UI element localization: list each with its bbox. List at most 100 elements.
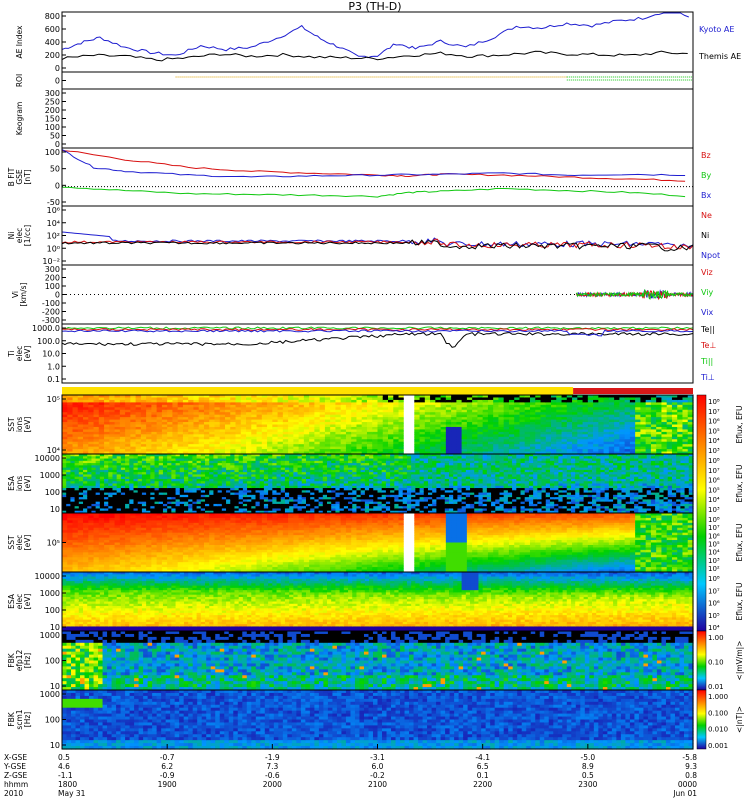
colorbar-tick-label: 10⁷ <box>708 587 720 595</box>
y-axis-label: elec <box>15 228 24 243</box>
colorbar-tick-label: 1.00 <box>708 634 724 642</box>
colorbar-tick-label: 10⁶ <box>708 418 720 426</box>
y-tick-label: 10 <box>50 741 60 750</box>
x-tick-label: 0.1 <box>477 771 489 780</box>
y-tick-label: 250 <box>45 98 60 107</box>
legend-entry: By <box>701 171 711 180</box>
x-axis-row-label: 2010 <box>4 789 23 798</box>
colorbar-tick-label: 10² <box>708 565 720 573</box>
colorbar-label: <|mV/m|> <box>735 641 744 681</box>
y-tick-label: -100 <box>42 299 60 308</box>
colorbar-tick-label: 10⁴ <box>708 496 720 504</box>
y-tick-label: 200 <box>45 106 60 115</box>
x-tick-label: 0.8 <box>685 771 697 780</box>
y-tick-label: 1000.0 <box>32 324 60 333</box>
x-tick-label: 1800 <box>58 780 77 789</box>
y-tick-label: 100.0 <box>37 337 60 346</box>
y-tick-label: 0.1 <box>47 375 60 384</box>
ae-series-line <box>61 50 688 62</box>
mode-bar-yellow <box>62 387 574 395</box>
x-tick-label: -3.1 <box>370 753 385 762</box>
legend-entry: Ni <box>701 231 709 240</box>
x-tick-label: -4.1 <box>475 753 490 762</box>
keogram-frame <box>61 88 694 149</box>
x-tick-label: 2200 <box>473 780 492 789</box>
colorbar-tick-label: 10⁴ <box>708 624 720 632</box>
x-tick-label: 9.3 <box>685 762 697 771</box>
x-tick-label: 2300 <box>578 780 597 789</box>
y-axis-label: [eV] <box>23 476 32 492</box>
density-frame <box>61 205 694 266</box>
y-tick-label: 50 <box>50 165 60 174</box>
colorbar-tick-label: 10³ <box>708 447 720 455</box>
y-tick-label: 10 <box>50 623 60 632</box>
temp-series-line <box>61 329 694 337</box>
x-axis-row-label: Y-GSE <box>3 762 26 771</box>
y-tick-label: 10² <box>47 232 60 241</box>
y-tick-label: 800 <box>45 12 60 21</box>
colorbar-fbk1 <box>696 630 707 691</box>
esa_i-spectrogram <box>62 454 694 514</box>
y-tick-label: 100 <box>45 123 60 132</box>
x-tick-label: 2000 <box>263 780 282 789</box>
colorbar-tick-label: 10⁴ <box>708 549 720 557</box>
y-tick-label: 300 <box>45 265 60 274</box>
y-axis-label: B FIT <box>7 167 16 186</box>
colorbar-label: Eflux, EFU <box>735 465 744 503</box>
sst_e-spectrogram <box>62 513 694 573</box>
y-tick-label: 100 <box>45 282 60 291</box>
colorbar-tick-label: 10³ <box>708 557 720 565</box>
legend-entry: Vix <box>701 308 714 317</box>
x-tick-label: -0.6 <box>265 771 280 780</box>
legend-entry: Viy <box>701 288 714 297</box>
y-axis-label: elec <box>15 346 24 361</box>
b-series-line <box>61 149 686 178</box>
y-tick-label: 10⁴ <box>47 219 60 228</box>
colorbar-tick-label: 0.001 <box>708 742 728 750</box>
x-tick-label: 6.2 <box>161 762 173 771</box>
legend-entry: Te⊥ <box>700 341 716 350</box>
x-tick-label: 6.5 <box>477 762 489 771</box>
x-axis-row-label: hhmm <box>4 780 28 789</box>
x-tick-label: 7.3 <box>266 762 278 771</box>
y-axis-label: [eV] <box>23 535 32 551</box>
y-tick-label: 150 <box>45 115 60 124</box>
b-series-line <box>61 186 686 198</box>
legend-entry: Ne <box>701 211 712 220</box>
colorbar-tick-label: 10⁴ <box>708 437 720 445</box>
y-axis-label: elec <box>15 594 24 609</box>
y-tick-label: 100 <box>45 657 60 666</box>
y-axis-label: ESA <box>7 475 16 491</box>
legend-entry: Ti⊥ <box>700 373 715 382</box>
temperature-frame <box>61 323 694 384</box>
y-axis-label: efp12 <box>15 649 24 671</box>
legend-entry: Bz <box>701 151 711 160</box>
colorbar-tick-label: 10⁶ <box>708 532 720 540</box>
sst_i-spectrogram <box>62 395 694 455</box>
colorbar-tick-label: 10⁵ <box>708 612 720 620</box>
colorbar-tick-label: 10⁵ <box>708 486 720 494</box>
colorbar-tick-label: 10⁷ <box>708 408 720 416</box>
y-tick-label: 1000 <box>40 589 60 598</box>
y-axis-label: [Hz] <box>23 653 32 669</box>
x-tick-label: -1.1 <box>58 771 73 780</box>
x-tick-label: 0000 <box>678 780 697 789</box>
y-tick-label: 100 <box>45 716 60 725</box>
colorbar-tick-label: 10³ <box>708 506 720 514</box>
colorbar-tick-label: 10⁵ <box>708 541 720 549</box>
y-axis-label: [km/s] <box>19 282 28 306</box>
colorbar-tick-label: 10⁷ <box>708 467 720 475</box>
y-axis-label: [nT] <box>23 169 32 184</box>
y-axis-label: AE Index <box>15 25 24 58</box>
fbk1-spectrogram <box>62 631 694 691</box>
y-axis-label: SST <box>7 417 16 432</box>
colorbar-tick-label: 0.10 <box>708 659 724 667</box>
y-tick-label: 10⁰ <box>47 244 60 253</box>
colorbar-label: <|nT|> <box>735 706 744 733</box>
legend-entry: Themis AE <box>698 52 741 61</box>
colorbar-tick-label: 10⁷ <box>708 524 720 532</box>
x-tick-label: 0.5 <box>582 771 594 780</box>
y-axis-label: [eV] <box>23 594 32 610</box>
y-axis-label: [eV] <box>23 346 32 362</box>
